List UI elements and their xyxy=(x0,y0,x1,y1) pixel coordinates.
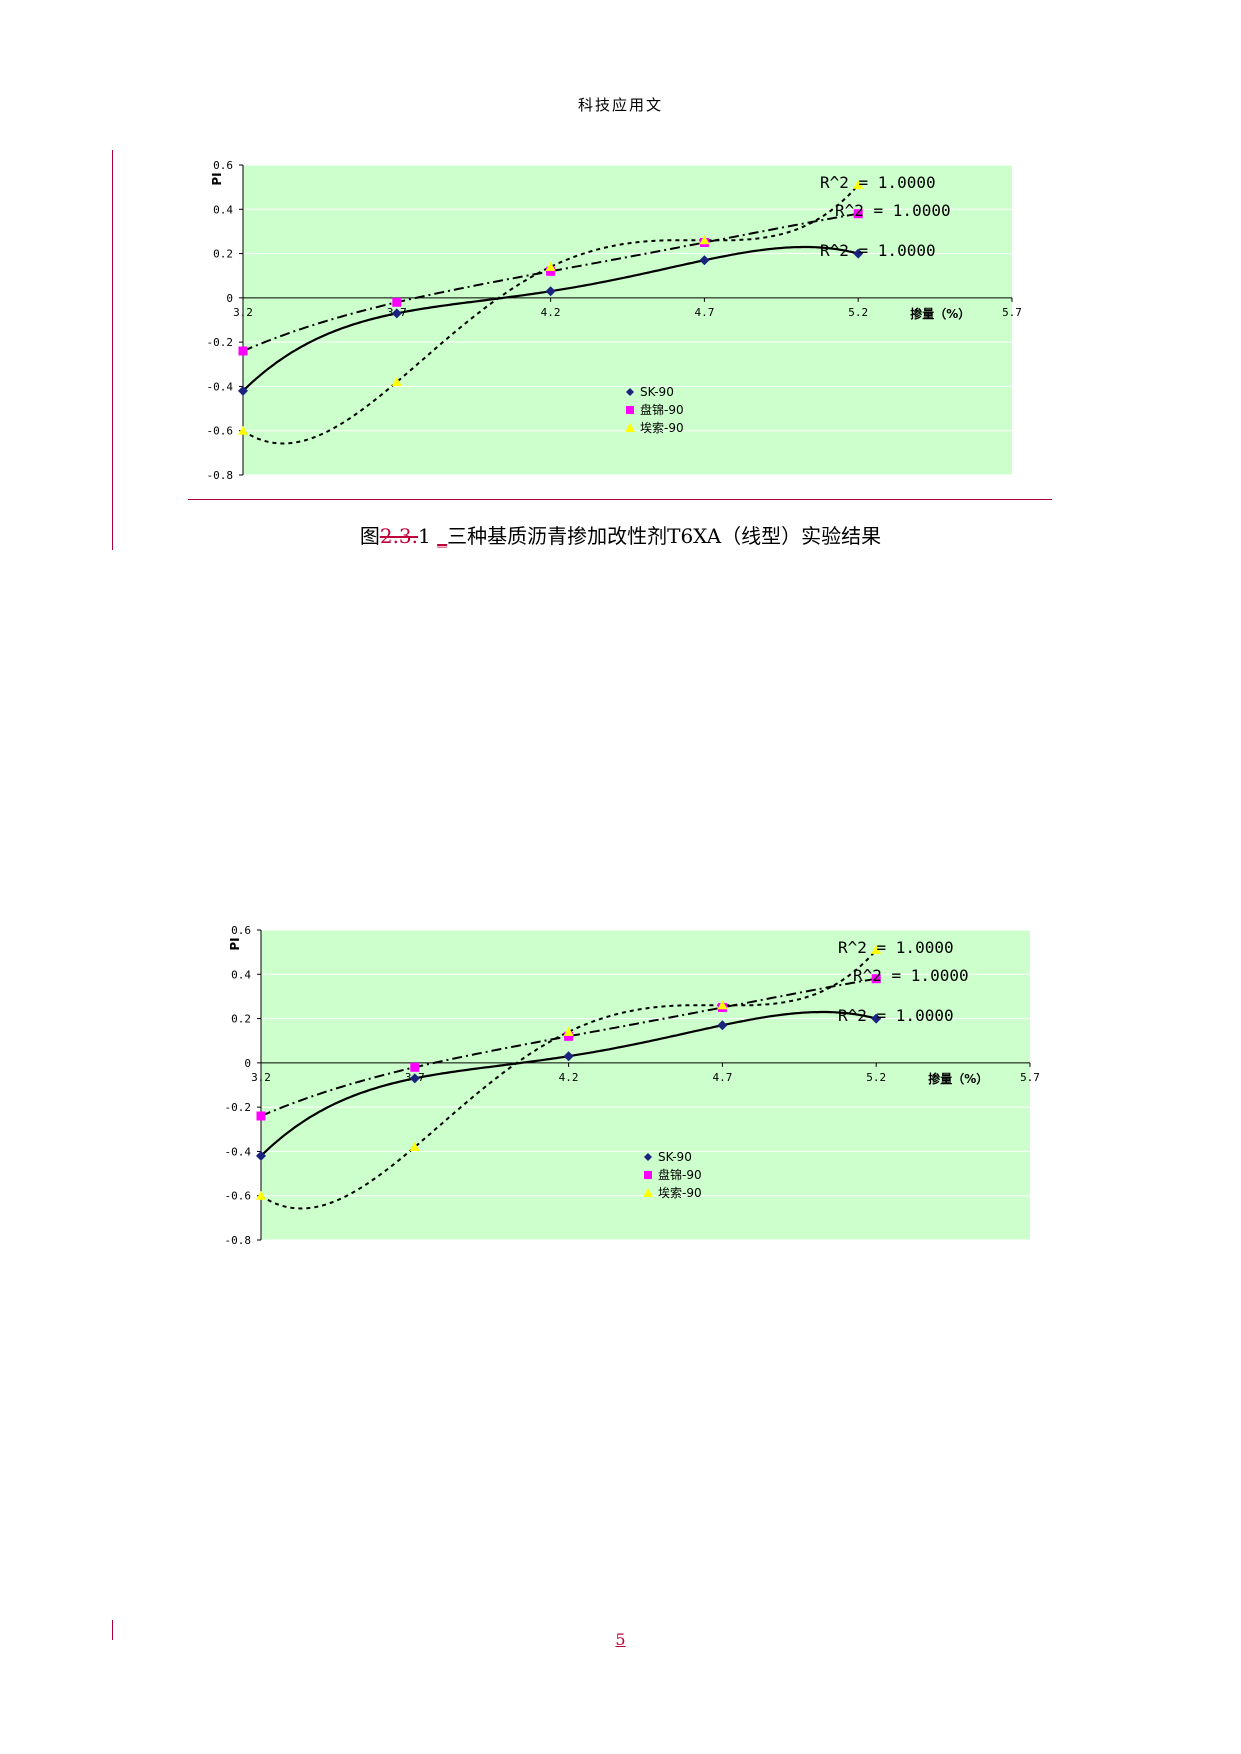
y-tick-label: -0.8 xyxy=(207,469,234,482)
y-tick-label: 0.4 xyxy=(213,203,233,216)
legend-label: SK-90 xyxy=(640,385,674,399)
y-tick-label: 0.6 xyxy=(231,924,251,937)
x-tick-label: 5.7 xyxy=(1002,306,1022,319)
x-tick-label: 5.7 xyxy=(1020,1071,1040,1084)
trendline-2 xyxy=(260,977,877,1117)
y-axis-label: PI xyxy=(228,937,242,950)
x-tick-label: 4.7 xyxy=(694,306,714,319)
r-squared-label: R^2 = 1.0000 xyxy=(820,173,936,192)
y-tick-label: -0.6 xyxy=(207,425,234,438)
r-squared-label: R^2 = 1.0000 xyxy=(853,966,969,985)
data-point-sk xyxy=(853,248,864,259)
data-point-aisuo xyxy=(871,944,882,954)
data-point-panjin xyxy=(546,266,556,276)
trendline-3 xyxy=(260,949,877,1210)
y-tick-label: -0.2 xyxy=(207,336,234,349)
y-tick-label: -0.8 xyxy=(225,1234,252,1247)
data-point-panjin xyxy=(853,209,863,219)
data-point-sk xyxy=(391,308,402,319)
data-point-aisuo xyxy=(256,1190,266,1200)
data-point-aisuo xyxy=(699,235,710,245)
data-point-panjin xyxy=(410,1062,420,1072)
legend-marker-panjin xyxy=(626,406,634,414)
data-point-panjin xyxy=(392,297,402,307)
data-point-panjin xyxy=(256,1111,266,1121)
legend-marker-sk xyxy=(644,1153,652,1161)
legend-label: 盘锦-90 xyxy=(640,402,684,417)
data-point-sk xyxy=(238,385,248,396)
page-header: 科技应用文 xyxy=(577,96,663,114)
data-point-sk xyxy=(545,286,556,297)
data-point-aisuo xyxy=(853,179,864,189)
data-point-sk xyxy=(871,1013,882,1024)
trendline-2 xyxy=(242,212,859,352)
data-point-aisuo xyxy=(238,425,248,435)
x-tick-label: 4.2 xyxy=(559,1071,579,1084)
x-tick-label: 4.7 xyxy=(712,1071,732,1084)
data-point-aisuo xyxy=(391,377,402,386)
data-point-sk xyxy=(256,1150,266,1161)
y-tick-label: 0 xyxy=(226,292,233,305)
caption-text: 三种基质沥青掺加改性剂T6XA（线型）实验结果 xyxy=(447,524,882,548)
data-point-aisuo xyxy=(717,1000,728,1010)
figure-caption: 图2.3.1 _三种基质沥青掺加改性剂T6XA（线型）实验结果 xyxy=(0,520,1241,549)
legend-marker-sk xyxy=(626,388,634,396)
y-axis-label: PI xyxy=(210,172,224,185)
legend-label: 埃索-90 xyxy=(658,1186,702,1200)
revision-bar-bottom xyxy=(112,1620,113,1640)
pi-chart-1: 0.60.40.20-0.2-0.4-0.6-0.83.23.74.24.75.… xyxy=(207,159,1022,482)
caption-inserted: _ xyxy=(437,524,448,548)
data-point-aisuo xyxy=(409,1142,420,1151)
x-axis-label: 掺量（%） xyxy=(928,1071,988,1086)
y-tick-label: 0.2 xyxy=(213,248,233,261)
x-tick-label: 4.2 xyxy=(541,306,561,319)
x-tick-label: 3.2 xyxy=(233,306,253,319)
revision-bar-top xyxy=(112,150,113,550)
y-tick-label: 0 xyxy=(244,1057,251,1070)
legend-label: SK-90 xyxy=(658,1150,692,1164)
data-point-sk xyxy=(717,1020,728,1031)
trendline-3 xyxy=(242,184,859,445)
r-squared-label: R^2 = 1.0000 xyxy=(820,241,936,260)
y-tick-label: -0.2 xyxy=(225,1101,252,1114)
caption-prefix: 图 xyxy=(359,524,380,548)
pi-chart-2: 0.60.40.20-0.2-0.4-0.6-0.83.23.74.24.75.… xyxy=(225,924,1040,1247)
data-point-aisuo xyxy=(545,261,556,271)
caption-number: 1 xyxy=(418,524,431,548)
data-point-sk xyxy=(409,1073,420,1084)
legend-marker-aisuo xyxy=(625,423,635,432)
revision-line xyxy=(188,499,1052,500)
x-axis-label: 掺量（%） xyxy=(910,306,970,321)
data-point-sk xyxy=(563,1051,574,1062)
y-tick-label: -0.4 xyxy=(225,1145,252,1158)
r-squared-label: R^2 = 1.0000 xyxy=(838,1006,954,1025)
legend-marker-aisuo xyxy=(643,1188,653,1197)
y-tick-label: 0.2 xyxy=(231,1013,251,1026)
data-point-panjin xyxy=(238,346,248,356)
x-tick-label: 5.2 xyxy=(866,1071,886,1084)
legend-label: 埃索-90 xyxy=(640,421,684,435)
y-tick-label: 0.4 xyxy=(231,968,251,981)
data-point-aisuo xyxy=(563,1026,574,1036)
legend-label: 盘锦-90 xyxy=(658,1167,702,1182)
caption-deleted-number: 2.3. xyxy=(379,524,419,548)
r-squared-label: R^2 = 1.0000 xyxy=(835,201,951,220)
x-tick-label: 3.2 xyxy=(251,1071,271,1084)
y-tick-label: -0.4 xyxy=(207,380,234,393)
x-tick-label: 5.2 xyxy=(848,306,868,319)
data-point-panjin xyxy=(871,974,881,984)
y-tick-label: 0.6 xyxy=(213,159,233,172)
y-tick-label: -0.6 xyxy=(225,1190,252,1203)
data-point-panjin xyxy=(564,1031,574,1041)
r-squared-label: R^2 = 1.0000 xyxy=(838,938,954,957)
page-number: 5 xyxy=(615,1630,626,1649)
data-point-sk xyxy=(699,255,710,266)
legend-marker-panjin xyxy=(644,1171,652,1179)
